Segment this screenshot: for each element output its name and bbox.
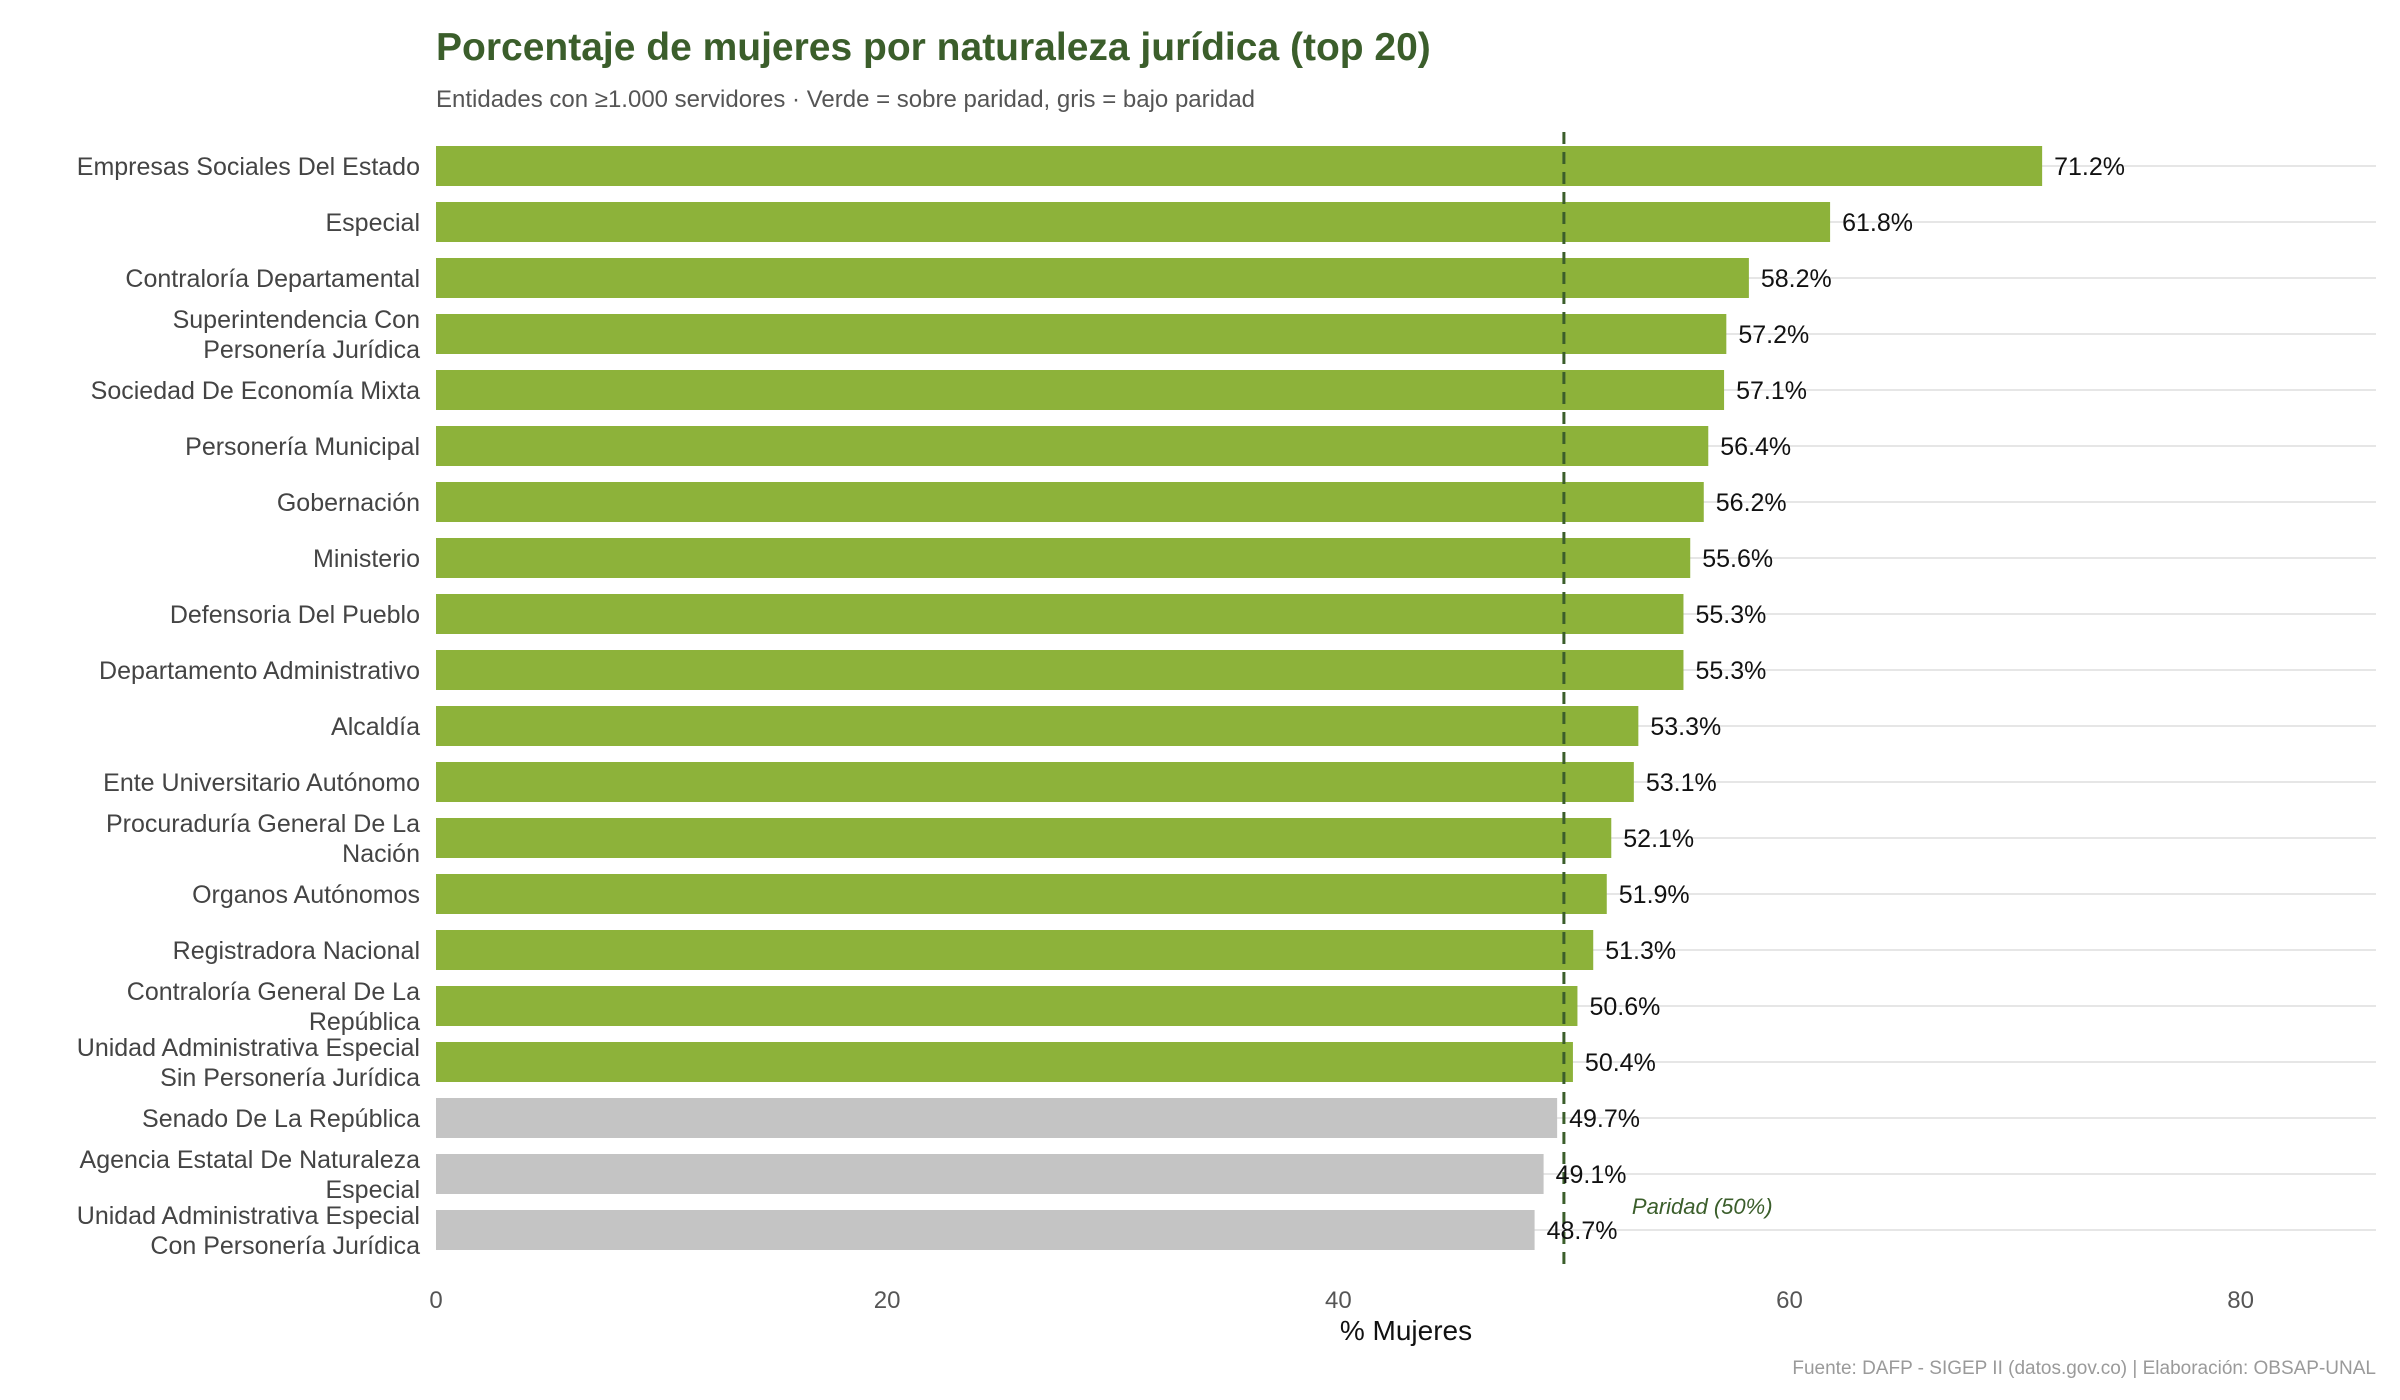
bar bbox=[436, 258, 1749, 298]
data-label: 51.3% bbox=[1605, 937, 1676, 965]
data-label: 49.7% bbox=[1569, 1105, 1640, 1133]
data-label: 50.4% bbox=[1585, 1049, 1656, 1077]
data-label: 49.1% bbox=[1556, 1161, 1627, 1189]
x-tick-label: 0 bbox=[429, 1287, 442, 1314]
data-label: 57.2% bbox=[1738, 321, 1809, 349]
category-label: Unidad Administrativa Especial Con Person… bbox=[77, 1202, 420, 1260]
bar bbox=[436, 482, 1704, 522]
bar bbox=[436, 930, 1594, 970]
bar bbox=[436, 146, 2043, 186]
x-axis-title: % Mujeres bbox=[1340, 1315, 1472, 1346]
category-label: Ministerio bbox=[313, 545, 420, 573]
chart-subtitle: Entidades con ≥1.000 servidores · Verde … bbox=[436, 86, 1256, 113]
x-axis: 0 20 40 60 80 % Mujeres bbox=[429, 1287, 2254, 1346]
category-label: Alcaldía bbox=[331, 713, 420, 741]
category-label: Contraloría General De La República bbox=[127, 978, 420, 1036]
bar bbox=[436, 538, 1691, 578]
bar bbox=[436, 370, 1725, 410]
labels: 71.2% Empresas Sociales Del Estado 61.8% Es… bbox=[77, 153, 2125, 1260]
category-label: Empresas Sociales Del Estado bbox=[77, 153, 420, 181]
x-tick-label: 20 bbox=[874, 1287, 901, 1314]
bar bbox=[436, 762, 1634, 802]
bar bbox=[436, 874, 1607, 914]
bar bbox=[436, 314, 1727, 354]
category-label: Contraloría Departamental bbox=[125, 265, 420, 293]
data-label: 55.3% bbox=[1695, 657, 1766, 685]
data-label: 53.3% bbox=[1650, 713, 1721, 741]
parity-label: Paridad (50%) bbox=[1632, 1194, 1773, 1219]
bar bbox=[436, 1154, 1544, 1194]
data-label: 58.2% bbox=[1761, 265, 1832, 293]
category-label: Organos Autónomos bbox=[192, 881, 420, 909]
category-label: Senado De La República bbox=[142, 1105, 420, 1133]
x-tick-label: 80 bbox=[2227, 1287, 2254, 1314]
category-label: Personería Municipal bbox=[185, 433, 420, 461]
data-label: 57.1% bbox=[1736, 377, 1807, 405]
bar bbox=[436, 1098, 1558, 1138]
category-label: Registradora Nacional bbox=[173, 937, 420, 965]
bar bbox=[436, 426, 1709, 466]
category-label: Ente Universitario Autónomo bbox=[103, 769, 420, 797]
chart-title: Porcentaje de mujeres por naturaleza jur… bbox=[436, 26, 1431, 69]
data-label: 61.8% bbox=[1842, 209, 1913, 237]
data-label: 55.3% bbox=[1695, 601, 1766, 629]
category-label: Sociedad De Economía Mixta bbox=[91, 377, 420, 405]
bar bbox=[436, 202, 1831, 242]
data-label: 71.2% bbox=[2054, 153, 2125, 181]
data-label: 50.6% bbox=[1589, 993, 1660, 1021]
x-tick-label: 40 bbox=[1325, 1287, 1352, 1314]
x-tick-label: 60 bbox=[1776, 1287, 1803, 1314]
bar bbox=[436, 1042, 1573, 1082]
category-label: Superintendencia Con Personería Jurídica bbox=[173, 306, 420, 364]
bar bbox=[436, 650, 1684, 690]
data-label: 53.1% bbox=[1646, 769, 1717, 797]
data-label: 56.4% bbox=[1720, 433, 1791, 461]
category-label: Gobernación bbox=[277, 489, 420, 517]
bar bbox=[436, 986, 1578, 1026]
data-label: 48.7% bbox=[1547, 1217, 1618, 1245]
data-label: 56.2% bbox=[1716, 489, 1787, 517]
data-label: 51.9% bbox=[1619, 881, 1690, 909]
category-label: Agencia Estatal De Naturaleza Especial bbox=[80, 1146, 421, 1204]
bar bbox=[436, 594, 1684, 634]
data-label: 52.1% bbox=[1623, 825, 1694, 853]
category-label: Especial bbox=[326, 209, 421, 237]
bar bbox=[436, 818, 1612, 858]
bars bbox=[436, 146, 2043, 1250]
bar bbox=[436, 1210, 1535, 1250]
category-label: Departamento Administrativo bbox=[99, 657, 420, 685]
category-label: Procuraduría General De La Nación bbox=[106, 810, 420, 868]
chart-caption: Fuente: DAFP - SIGEP II (datos.gov.co) |… bbox=[1792, 1358, 2376, 1379]
parity-reference: Paridad (50%) bbox=[1562, 132, 1773, 1270]
bar bbox=[436, 706, 1639, 746]
category-label: Unidad Administrativa Especial Sin Person… bbox=[77, 1034, 420, 1092]
data-label: 55.6% bbox=[1702, 545, 1773, 573]
category-label: Defensoria Del Pueblo bbox=[170, 601, 420, 629]
